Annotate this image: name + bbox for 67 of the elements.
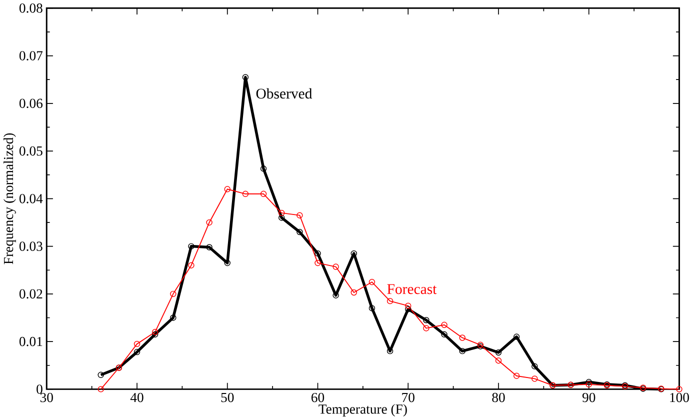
point — [586, 378, 592, 386]
point — [405, 306, 412, 312]
y-tick-label: 0.01 — [20, 336, 42, 346]
point — [296, 228, 303, 236]
point — [296, 212, 303, 218]
point — [260, 166, 267, 172]
point — [532, 363, 538, 370]
x-tick-label: 60 — [312, 392, 324, 402]
point — [495, 358, 502, 364]
y-tick-label: 0.06 — [20, 98, 43, 108]
annotation: Forecast — [387, 284, 437, 294]
y-tick-label: 0 — [36, 384, 42, 394]
point — [152, 328, 158, 336]
point — [423, 317, 430, 324]
point — [459, 334, 466, 341]
point — [532, 376, 538, 382]
y-tick-label: 0.07 — [20, 51, 43, 60]
point — [386, 298, 394, 304]
point — [242, 74, 249, 80]
point — [278, 210, 285, 216]
point — [350, 250, 358, 257]
point — [278, 214, 285, 221]
point — [332, 264, 339, 270]
x-tick-label: 50 — [221, 392, 234, 402]
point — [134, 348, 140, 356]
point — [188, 243, 194, 250]
point — [441, 322, 448, 328]
point — [260, 190, 267, 198]
x-tick-label: 70 — [402, 392, 414, 402]
y-tick-label: 0.05 — [20, 146, 42, 156]
point — [405, 302, 412, 309]
y-tick-label: 0.04 — [20, 194, 43, 204]
annotation: Observed — [256, 88, 312, 99]
x-tick-label: 100 — [670, 392, 689, 402]
point — [206, 244, 212, 250]
point — [224, 186, 230, 192]
point — [170, 290, 176, 298]
point — [170, 314, 176, 321]
point — [242, 190, 249, 198]
point — [188, 262, 194, 268]
point — [98, 372, 104, 378]
x-tick-label: 90 — [582, 392, 596, 402]
y-tick-label: 0.03 — [20, 242, 42, 251]
point — [513, 372, 520, 379]
y-tick-label: 0.02 — [20, 289, 42, 299]
x-tick-label: 40 — [130, 392, 144, 402]
point — [495, 349, 502, 356]
point — [152, 331, 158, 338]
point — [459, 348, 466, 354]
point — [586, 381, 592, 388]
point — [368, 305, 376, 312]
point — [350, 289, 358, 296]
x-tick-label: 30 — [40, 392, 53, 402]
y-tick-label: 0.08 — [20, 4, 42, 13]
x-axis-title: Temperature (F) — [318, 404, 407, 416]
point — [314, 260, 321, 266]
point — [441, 331, 448, 338]
point — [224, 260, 230, 266]
point — [513, 334, 520, 340]
point — [134, 340, 140, 348]
point — [314, 250, 321, 257]
point — [206, 219, 212, 226]
x-tick-label: 80 — [492, 392, 505, 402]
y-axis-title: Frequency (normalized) — [4, 133, 16, 264]
point — [368, 278, 376, 286]
point — [423, 325, 430, 332]
point — [676, 386, 682, 392]
